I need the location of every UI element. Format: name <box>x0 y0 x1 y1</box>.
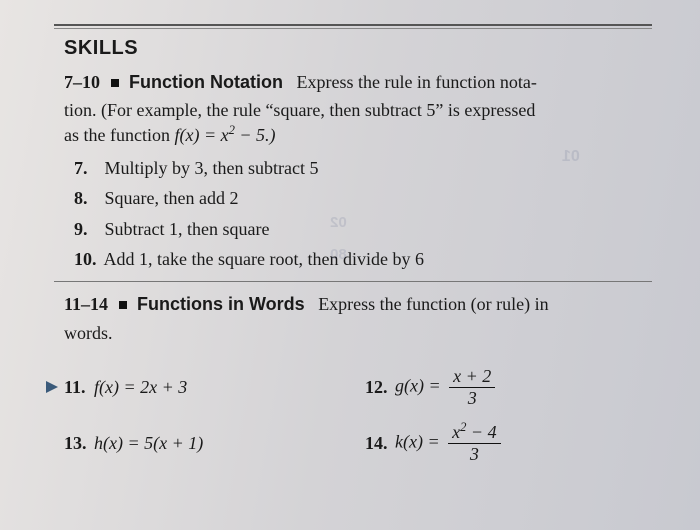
math-expr: g(x) = x + 2 3 <box>395 367 495 408</box>
exercise-item: 11. f(x) = 2x + 3 <box>64 359 341 415</box>
fraction-den: 3 <box>466 445 483 464</box>
exercise-item: 9. Subtract 1, then square <box>74 218 642 241</box>
example-rhs: − 5.) <box>235 125 276 145</box>
section2-header: 11–14 Functions in Words Express the fun… <box>64 292 642 316</box>
math-rhs: 2x + 3 <box>140 377 187 397</box>
fraction: x2 − 4 3 <box>448 423 500 464</box>
bullet-icon <box>119 301 127 309</box>
pointer-icon <box>46 381 58 393</box>
math-expr: h(x) = 5(x + 1) <box>94 433 203 454</box>
exercise-item: 13. h(x) = 5(x + 1) <box>64 415 341 471</box>
exercise-item: 14. k(x) = x2 − 4 3 <box>365 415 642 471</box>
exercise-number: 13. <box>64 433 90 454</box>
fraction-num: x + 2 <box>449 367 495 386</box>
section2-instruction-1: Express the function (or rule) in <box>318 294 548 314</box>
fraction: x + 2 3 <box>449 367 495 408</box>
section2-instruction-2: words. <box>64 321 642 345</box>
mid-rule <box>54 281 652 282</box>
frac-num-b: − 4 <box>466 422 496 442</box>
section1-header: 7–10 Function Notation Express the rule … <box>64 70 642 94</box>
exercise-text: Subtract 1, then square <box>105 219 270 239</box>
page: SKILLS 7–10 Function Notation Express th… <box>0 0 700 471</box>
section1-instruction-3: as the function f(x) = x2 − 5.) <box>64 123 642 147</box>
exercise-text: Multiply by 3, then subtract 5 <box>105 158 319 178</box>
exercise-text: Add 1, take the square root, then divide… <box>104 249 424 269</box>
exercise-number: 11. <box>64 377 90 398</box>
exercise-item: 8. Square, then add 2 <box>74 187 642 210</box>
top-rule <box>54 24 652 29</box>
exercise-text: Square, then add 2 <box>105 188 239 208</box>
example-lhs: f(x) = x <box>174 125 228 145</box>
math-expr: k(x) = x2 − 4 3 <box>395 423 501 464</box>
fraction-num: x2 − 4 <box>448 423 500 442</box>
section2-heading: Functions in Words <box>137 294 305 314</box>
exercise-item: 10. Add 1, take the square root, then di… <box>74 248 642 271</box>
exercise-number: 14. <box>365 433 391 454</box>
section1-range: 7–10 <box>64 72 100 92</box>
exercise-number: 10. <box>74 248 100 271</box>
skills-title: SKILLS <box>64 37 642 60</box>
exercise-number: 8. <box>74 187 100 210</box>
exercise-item: 12. g(x) = x + 2 3 <box>365 359 642 415</box>
column-right: 12. g(x) = x + 2 3 14. k(x) = x2 − 4 3 <box>365 359 642 471</box>
exercise-number: 9. <box>74 218 100 241</box>
section1-instruction-2: tion. (For example, the rule “square, th… <box>64 98 642 122</box>
bullet-icon <box>111 79 119 87</box>
exercise-list-a: 7. Multiply by 3, then subtract 5 8. Squ… <box>74 157 642 272</box>
math-rhs: 5(x + 1) <box>144 433 203 453</box>
math-expr: f(x) = 2x + 3 <box>94 377 187 398</box>
section2-range: 11–14 <box>64 294 108 314</box>
fraction-den: 3 <box>464 389 481 408</box>
section1-heading: Function Notation <box>129 72 283 92</box>
exercise-number: 12. <box>365 377 391 398</box>
frac-num-a: x <box>452 422 460 442</box>
instr3-prefix: as the function <box>64 125 174 145</box>
exercise-list-b: 11. f(x) = 2x + 3 13. h(x) = 5(x + 1) 12… <box>64 359 642 471</box>
section1-instruction-1: Express the rule in function nota- <box>296 72 536 92</box>
exercise-item: 7. Multiply by 3, then subtract 5 <box>74 157 642 180</box>
column-left: 11. f(x) = 2x + 3 13. h(x) = 5(x + 1) <box>64 359 341 471</box>
exercise-number: 7. <box>74 157 100 180</box>
